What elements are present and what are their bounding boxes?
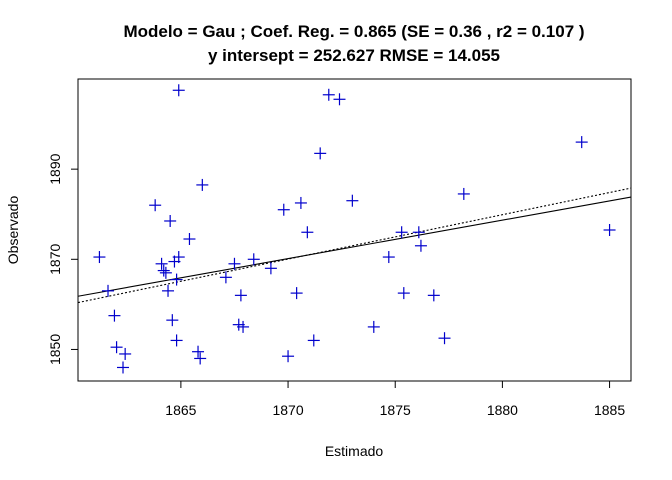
y-tick-label: 1850 (47, 334, 63, 365)
chart-title-line-1: Modelo = Gau ; Coef. Reg. = 0.865 (SE = … (123, 22, 584, 41)
regression-lines (77, 187, 632, 304)
y-tick-label: 1870 (47, 244, 63, 275)
data-point (172, 84, 185, 97)
data-point (149, 199, 162, 212)
data-point (301, 226, 314, 239)
plot-frame (77, 78, 632, 382)
x-tick-label: 1885 (594, 402, 625, 418)
data-point (346, 194, 359, 207)
data-point (234, 289, 247, 302)
data-point (264, 262, 277, 275)
data-point (395, 226, 408, 239)
data-point (438, 332, 451, 345)
data-point (412, 226, 425, 239)
y-axis-label: Observado (5, 196, 21, 265)
data-point (333, 93, 346, 106)
data-point (102, 284, 115, 297)
data-point (192, 345, 205, 358)
x-axis: 1865 1870 1875 1880 1885 (165, 380, 625, 418)
data-point (307, 334, 320, 347)
data-point (247, 253, 260, 266)
x-tick-label: 1865 (165, 402, 196, 418)
data-point (159, 266, 172, 279)
x-tick-label: 1875 (380, 402, 411, 418)
data-point (282, 350, 295, 363)
data-point (219, 271, 232, 284)
data-point (166, 314, 179, 327)
data-point (196, 178, 209, 191)
data-point (414, 239, 427, 252)
data-point (290, 287, 303, 300)
y-axis: 1850 1870 1890 (47, 153, 79, 365)
data-points (93, 84, 616, 374)
data-point (457, 187, 470, 200)
data-point (314, 147, 327, 160)
data-point (322, 88, 335, 101)
data-point (162, 284, 175, 297)
regression-line-solid (77, 196, 632, 297)
data-point (108, 309, 121, 322)
data-point (277, 203, 290, 216)
data-point (294, 196, 307, 209)
x-axis-label: Estimado (325, 443, 384, 459)
data-point (170, 334, 183, 347)
y-tick-label: 1890 (47, 153, 63, 184)
data-point (228, 257, 241, 270)
x-tick-label: 1870 (272, 402, 303, 418)
data-point (117, 361, 130, 374)
data-point (170, 273, 183, 286)
data-point (397, 287, 410, 300)
data-point (183, 233, 196, 246)
data-point (119, 347, 132, 360)
data-point (164, 214, 177, 227)
data-point (237, 320, 250, 333)
chart-title-line-2: y intersept = 252.627 RMSE = 14.055 (208, 46, 500, 65)
data-point (367, 320, 380, 333)
x-tick-label: 1880 (487, 402, 518, 418)
data-point (172, 251, 185, 264)
data-point (575, 136, 588, 149)
data-point (157, 264, 170, 277)
data-point (194, 352, 207, 365)
data-point (427, 289, 440, 302)
data-point (155, 257, 168, 270)
data-point (382, 251, 395, 264)
data-point (110, 341, 123, 354)
data-point (603, 224, 616, 236)
data-point (93, 251, 106, 264)
